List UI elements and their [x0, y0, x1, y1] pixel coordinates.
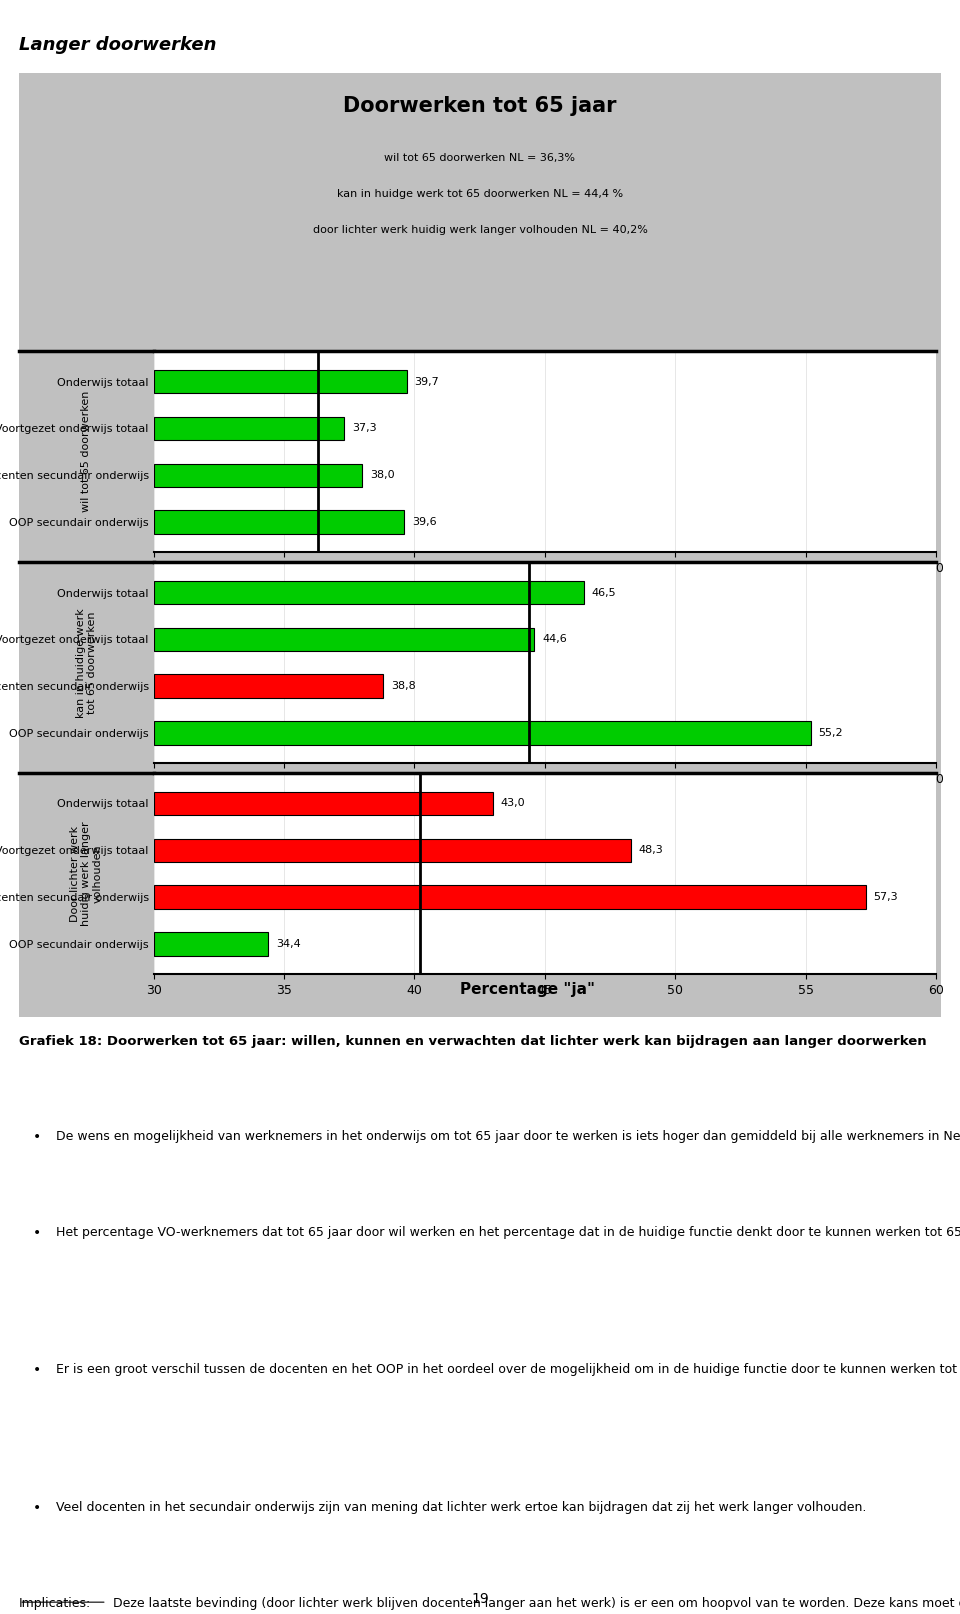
Text: Grafiek 18: Doorwerken tot 65 jaar: willen, kunnen en verwachten dat lichter wer: Grafiek 18: Doorwerken tot 65 jaar: will…: [19, 1035, 926, 1047]
Text: kan in huidige werk
tot 65 doorwerken: kan in huidige werk tot 65 doorwerken: [76, 608, 97, 718]
Text: Door lichter werk
huidig werk langer
volhouden: Door lichter werk huidig werk langer vol…: [70, 822, 103, 926]
Text: Implicaties:: Implicaties:: [19, 1596, 91, 1609]
Text: 37,3: 37,3: [351, 423, 376, 434]
Text: Er is een groot verschil tussen de docenten en het OOP in het oordeel over de mo: Er is een groot verschil tussen de docen…: [56, 1364, 960, 1377]
Text: Langer doorwerken: Langer doorwerken: [19, 36, 217, 53]
Text: De wens en mogelijkheid van werknemers in het onderwijs om tot 65 jaar door te w: De wens en mogelijkheid van werknemers i…: [56, 1130, 960, 1143]
Bar: [154, 463, 362, 487]
Text: wil tot 65 doorwerken: wil tot 65 doorwerken: [82, 391, 91, 513]
Bar: [154, 792, 492, 815]
Bar: [154, 416, 344, 441]
Bar: [154, 628, 535, 650]
Bar: [154, 581, 584, 604]
Text: 43,0: 43,0: [500, 799, 525, 809]
Text: Doorwerken tot 65 jaar: Doorwerken tot 65 jaar: [344, 97, 616, 116]
Text: •: •: [33, 1130, 41, 1144]
Bar: [154, 933, 269, 955]
Text: kan in huidge werk tot 65 doorwerken NL = 44,4 %: kan in huidge werk tot 65 doorwerken NL …: [337, 189, 623, 199]
Text: 39,6: 39,6: [412, 516, 437, 528]
Bar: [154, 886, 866, 909]
Text: door lichter werk huidig werk langer volhouden NL = 40,2%: door lichter werk huidig werk langer vol…: [313, 224, 647, 234]
Text: 19: 19: [471, 1591, 489, 1606]
Text: 38,0: 38,0: [370, 470, 395, 481]
Text: 39,7: 39,7: [415, 376, 439, 387]
Text: 55,2: 55,2: [819, 728, 843, 738]
Text: 44,6: 44,6: [542, 634, 567, 644]
Text: 38,8: 38,8: [391, 681, 416, 691]
Text: 46,5: 46,5: [591, 587, 616, 597]
Bar: [154, 675, 383, 697]
Bar: [154, 370, 407, 394]
Bar: [154, 721, 811, 744]
Text: Het percentage VO-werknemers dat tot 65 jaar door wil werken en het percentage d: Het percentage VO-werknemers dat tot 65 …: [56, 1227, 960, 1240]
Text: wil tot 65 doorwerken NL = 36,3%: wil tot 65 doorwerken NL = 36,3%: [385, 153, 575, 163]
Text: •: •: [33, 1364, 41, 1377]
Text: Percentage "ja": Percentage "ja": [461, 983, 595, 997]
Text: 57,3: 57,3: [874, 893, 898, 902]
Bar: [154, 510, 404, 534]
Text: Veel docenten in het secundair onderwijs zijn van mening dat lichter werk ertoe : Veel docenten in het secundair onderwijs…: [56, 1501, 867, 1514]
Bar: [154, 839, 631, 862]
Text: 48,3: 48,3: [638, 846, 663, 855]
Text: 34,4: 34,4: [276, 939, 300, 949]
Text: •: •: [33, 1227, 41, 1240]
Text: Deze laatste bevinding (door lichter werk blijven docenten langer aan het werk) : Deze laatste bevinding (door lichter wer…: [108, 1596, 960, 1609]
Text: •: •: [33, 1501, 41, 1516]
